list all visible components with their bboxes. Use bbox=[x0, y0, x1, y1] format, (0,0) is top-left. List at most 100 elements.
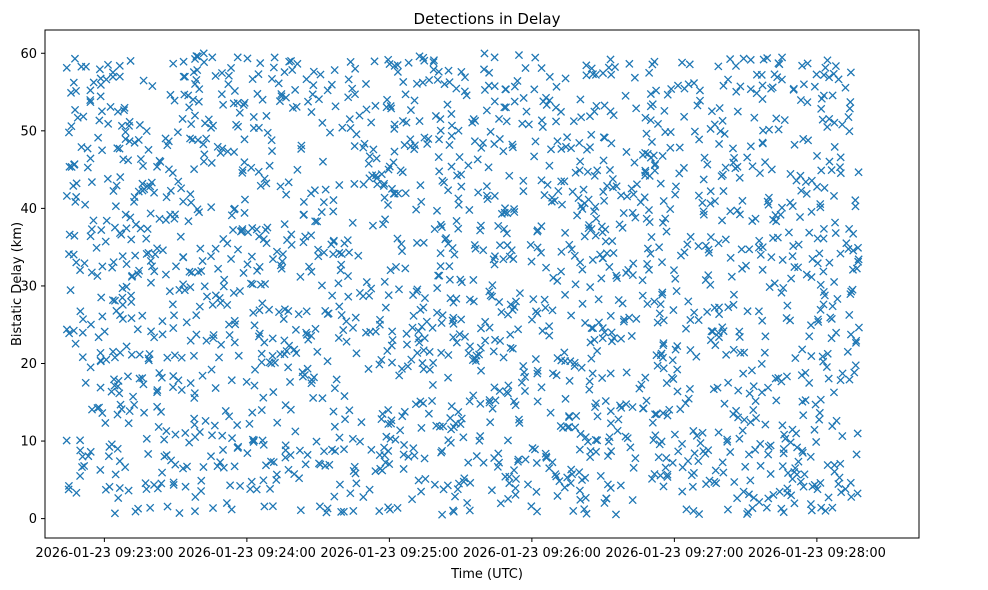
data-point bbox=[732, 406, 741, 415]
data-point bbox=[661, 463, 670, 472]
data-point bbox=[490, 191, 499, 200]
data-point bbox=[524, 120, 533, 129]
data-point bbox=[208, 53, 217, 62]
data-point bbox=[350, 90, 360, 99]
data-point bbox=[362, 277, 371, 287]
data-point bbox=[819, 300, 828, 309]
data-point bbox=[306, 189, 316, 198]
data-point bbox=[553, 137, 562, 146]
data-point bbox=[344, 292, 353, 301]
data-point bbox=[652, 351, 661, 360]
data-point bbox=[127, 235, 136, 244]
data-point bbox=[345, 115, 354, 124]
data-point bbox=[291, 427, 300, 436]
data-point bbox=[400, 407, 409, 416]
data-point bbox=[267, 146, 277, 156]
data-point bbox=[228, 225, 238, 235]
data-point bbox=[134, 187, 143, 196]
data-point bbox=[789, 84, 798, 93]
data-point bbox=[359, 143, 368, 152]
data-point bbox=[318, 157, 328, 166]
data-point bbox=[447, 131, 456, 140]
data-point bbox=[749, 382, 758, 391]
data-point bbox=[472, 452, 481, 461]
data-point bbox=[240, 98, 249, 107]
data-point bbox=[269, 388, 278, 397]
x-tick-label: 2026-01-23 09:26:00 bbox=[463, 546, 601, 561]
data-point bbox=[449, 313, 458, 322]
data-point bbox=[551, 470, 560, 479]
data-point bbox=[686, 232, 695, 241]
data-point bbox=[439, 485, 448, 494]
data-point bbox=[174, 177, 183, 186]
data-point bbox=[757, 70, 766, 79]
data-point bbox=[127, 272, 136, 281]
data-point bbox=[409, 444, 418, 453]
data-point bbox=[367, 284, 376, 293]
data-point bbox=[742, 509, 752, 519]
data-point bbox=[561, 142, 571, 151]
data-point bbox=[402, 118, 411, 127]
data-point bbox=[765, 283, 774, 292]
data-point bbox=[194, 208, 204, 217]
data-point bbox=[798, 345, 807, 354]
data-point bbox=[622, 268, 631, 277]
data-point bbox=[412, 79, 421, 88]
data-point bbox=[518, 119, 527, 128]
data-point bbox=[652, 86, 661, 95]
data-point bbox=[794, 240, 803, 249]
data-point bbox=[162, 426, 171, 436]
data-point bbox=[207, 431, 217, 440]
data-point bbox=[86, 320, 95, 329]
data-point bbox=[81, 378, 90, 387]
data-point bbox=[641, 171, 650, 180]
data-point bbox=[407, 355, 416, 364]
data-point bbox=[769, 490, 778, 499]
data-point bbox=[852, 450, 861, 459]
data-point bbox=[576, 258, 585, 267]
data-point bbox=[206, 452, 216, 461]
data-point bbox=[751, 396, 760, 406]
data-point bbox=[121, 210, 130, 219]
data-point bbox=[113, 410, 122, 419]
data-point bbox=[503, 436, 513, 445]
data-point bbox=[663, 472, 672, 481]
data-point bbox=[662, 227, 671, 236]
data-point bbox=[263, 128, 272, 137]
data-point bbox=[723, 75, 733, 84]
data-point bbox=[749, 493, 758, 502]
data-point bbox=[383, 95, 392, 104]
data-point bbox=[87, 268, 96, 277]
data-point bbox=[455, 153, 464, 162]
data-point bbox=[393, 61, 402, 70]
data-point bbox=[119, 155, 128, 164]
data-point bbox=[629, 190, 638, 199]
data-point bbox=[469, 297, 478, 306]
data-point bbox=[452, 338, 461, 347]
data-point bbox=[213, 462, 222, 471]
data-point bbox=[663, 411, 672, 420]
data-point bbox=[473, 155, 482, 164]
data-point bbox=[143, 224, 152, 234]
data-point bbox=[596, 250, 605, 259]
data-point bbox=[248, 280, 257, 289]
data-point bbox=[155, 156, 164, 165]
data-point bbox=[126, 56, 135, 65]
data-point bbox=[411, 400, 420, 409]
data-point bbox=[554, 186, 563, 196]
data-point bbox=[581, 433, 590, 442]
data-point bbox=[262, 179, 271, 188]
data-point bbox=[495, 297, 504, 307]
data-point bbox=[176, 232, 185, 241]
data-point bbox=[640, 193, 649, 202]
data-point bbox=[64, 250, 74, 259]
data-point bbox=[103, 60, 113, 69]
data-point bbox=[184, 217, 193, 226]
data-point bbox=[476, 432, 485, 441]
data-point bbox=[193, 136, 203, 145]
data-point bbox=[397, 239, 406, 248]
data-point bbox=[218, 144, 227, 153]
data-point bbox=[658, 218, 668, 227]
data-point bbox=[658, 290, 667, 299]
data-point bbox=[408, 323, 417, 332]
